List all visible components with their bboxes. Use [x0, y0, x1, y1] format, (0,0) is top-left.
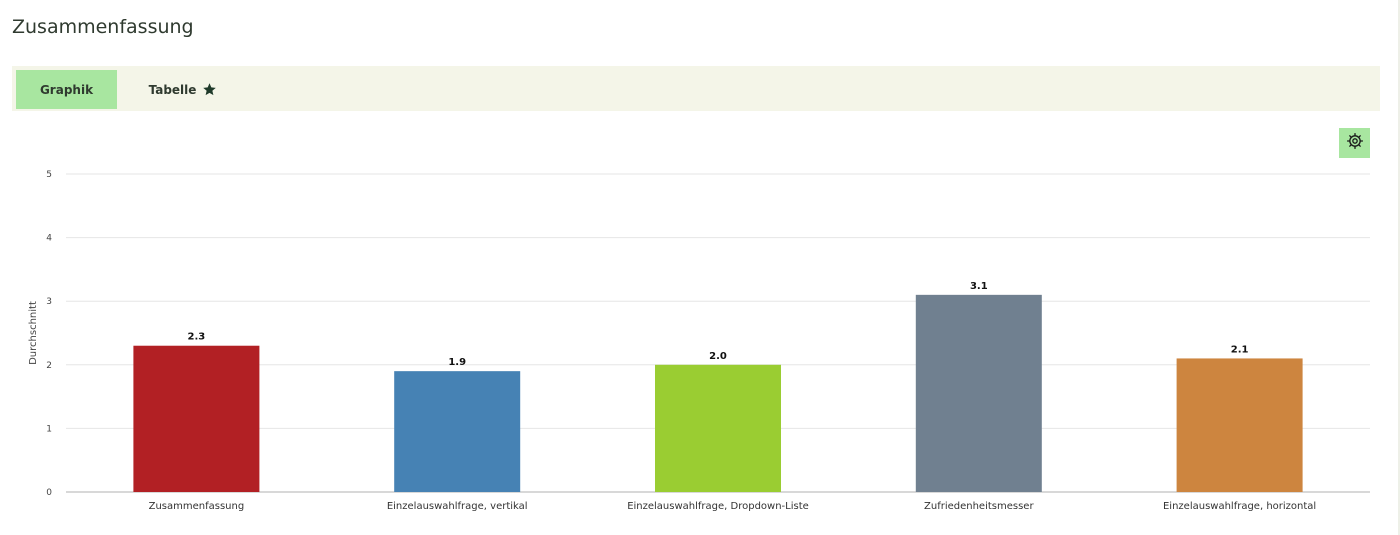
page-title: Zusammenfassung: [12, 16, 194, 38]
bar: [1176, 358, 1303, 492]
data-label: 2.3: [188, 332, 206, 343]
scroll-edge: [1398, 0, 1400, 535]
tab-tabelle-label: Tabelle: [148, 82, 197, 97]
y-tick-label: 1: [46, 424, 52, 434]
bar: [915, 294, 1042, 492]
x-tick-label: Einzelauswahlfrage, horizontal: [1163, 501, 1316, 512]
data-label: 2.1: [1231, 344, 1249, 355]
data-label: 2.0: [709, 351, 727, 362]
x-tick-label: Einzelauswahlfrage, Dropdown-Liste: [627, 501, 809, 512]
tab-tabelle[interactable]: Tabelle: [130, 70, 236, 109]
data-label: 3.1: [970, 281, 988, 292]
y-tick-label: 0: [46, 488, 52, 498]
chart-settings-button[interactable]: [1339, 128, 1370, 158]
bar: [394, 371, 521, 492]
x-tick-label: Zusammenfassung: [149, 501, 245, 512]
tab-graphik-label: Graphik: [39, 82, 94, 97]
y-tick-label: 3: [46, 297, 52, 307]
bar: [655, 364, 781, 492]
y-axis-title: Durchschnitt: [28, 301, 39, 365]
x-tick-label: Einzelauswahlfrage, vertikal: [387, 501, 528, 512]
data-label: 1.9: [448, 357, 466, 368]
bar: [133, 345, 260, 492]
y-tick-label: 4: [46, 234, 52, 244]
y-tick-label: 2: [46, 361, 52, 371]
star-icon: [202, 82, 217, 97]
x-tick-label: Zufriedenheitsmesser: [924, 501, 1034, 512]
tab-graphik[interactable]: Graphik: [16, 70, 117, 109]
y-tick-label: 5: [46, 170, 52, 180]
tab-bar: Graphik Tabelle: [12, 66, 1380, 111]
gear-icon: [1345, 131, 1365, 155]
